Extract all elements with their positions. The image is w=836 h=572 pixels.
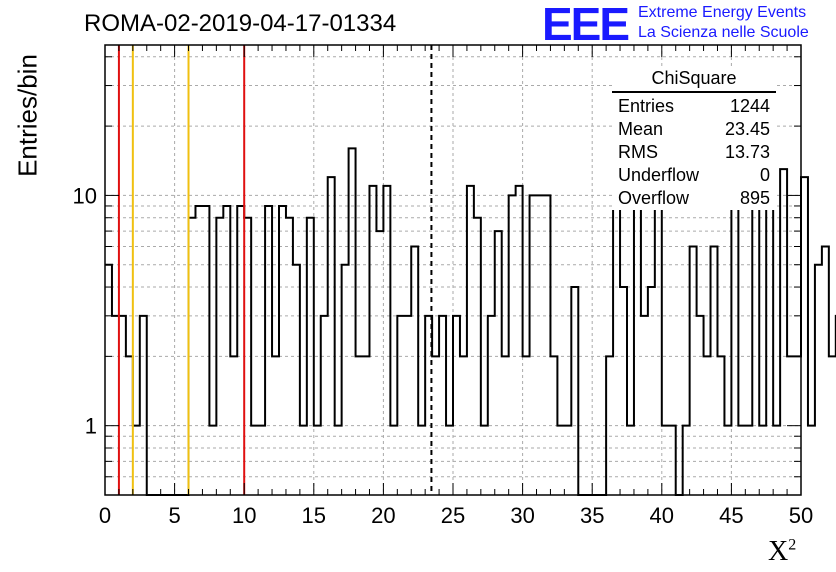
chart-title: ROMA-02-2019-04-17-01334 <box>84 10 397 37</box>
logo-line-1: Extreme Energy Events <box>638 4 807 21</box>
x-tick-label: 0 <box>99 503 111 528</box>
logo-line-2: La Scienza nelle Scuole <box>638 24 809 41</box>
stats-row: Overflow 895 <box>612 187 776 210</box>
stats-label: Entries <box>618 96 675 116</box>
x-tick-label: 10 <box>232 503 256 528</box>
x-tick-label: 50 <box>789 503 813 528</box>
x-tick-label: 25 <box>441 503 465 528</box>
stats-label: RMS <box>618 142 658 162</box>
x-tick-label: 15 <box>302 503 326 528</box>
stats-label: Mean <box>618 119 664 139</box>
y-tick-label: 1 <box>85 414 97 439</box>
x-tick-label: 40 <box>650 503 674 528</box>
stats-label: Overflow <box>618 188 690 208</box>
stats-row: Underflow 0 <box>612 164 776 187</box>
stats-box: ChiSquare Entries 1244 Mean 23.45 RMS 13.73… <box>612 68 776 210</box>
x-tick-label: 30 <box>510 503 534 528</box>
x-tick-label: 35 <box>580 503 604 528</box>
histogram-series <box>105 147 836 496</box>
x-tick-label: 20 <box>371 503 395 528</box>
stats-row: Mean 23.45 <box>612 118 776 141</box>
y-tick-label: 10 <box>73 183 97 208</box>
x-tick-label: 45 <box>719 503 743 528</box>
stats-label: Underflow <box>618 165 700 185</box>
x-axis-label-superscript: 2 <box>788 536 797 554</box>
stats-row: RMS 13.73 <box>612 141 776 164</box>
stats-row: Entries 1244 <box>612 95 776 118</box>
x-tick-label: 5 <box>168 503 180 528</box>
stats-value: 23.45 <box>724 119 770 139</box>
logo-eee-text: EEE <box>542 0 630 50</box>
eee-logo: EEE Extreme Energy Events La Scienza nel… <box>542 0 809 50</box>
stats-value: 13.73 <box>724 142 770 162</box>
stats-title: ChiSquare <box>612 68 776 93</box>
x-axis-label: X2 <box>768 536 796 568</box>
y-axis-label: Entries/bin <box>12 54 43 177</box>
x-axis-label-base: X <box>768 536 789 567</box>
stats-value: 895 <box>739 188 770 208</box>
stats-value: 1244 <box>729 96 770 116</box>
stats-value: 0 <box>759 165 770 185</box>
